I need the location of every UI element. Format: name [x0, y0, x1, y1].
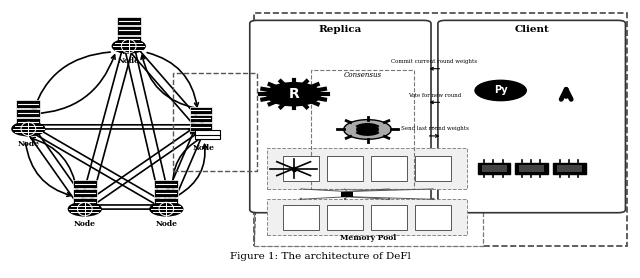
Text: Node: Node [118, 57, 140, 65]
Bar [415, 156, 451, 181]
Circle shape [268, 83, 320, 105]
Bar [73, 189, 97, 197]
Text: Commit current round weights: Commit current round weights [392, 59, 477, 64]
Bar [73, 180, 97, 188]
Bar [553, 163, 586, 174]
Circle shape [344, 120, 391, 139]
Text: Figure 1: The architecture of DeFl: Figure 1: The architecture of DeFl [230, 252, 410, 261]
Text: Consensus: Consensus [343, 71, 381, 79]
Bar [17, 118, 40, 126]
Text: Replica: Replica [319, 25, 362, 34]
Circle shape [12, 122, 45, 136]
Bar [557, 165, 582, 172]
Text: Node: Node [156, 220, 177, 228]
Text: Client: Client [515, 25, 549, 34]
Bar [154, 180, 179, 188]
Bar [481, 165, 507, 172]
Bar [371, 156, 407, 181]
Bar [73, 198, 97, 207]
Bar [116, 17, 141, 25]
Circle shape [150, 202, 182, 216]
Bar [17, 100, 40, 108]
Bar [327, 156, 363, 181]
FancyBboxPatch shape [438, 20, 625, 213]
Circle shape [474, 80, 527, 101]
Bar [267, 199, 467, 235]
Circle shape [113, 39, 145, 53]
Text: Send last round weights: Send last round weights [401, 126, 468, 131]
Text: R: R [288, 87, 299, 101]
Text: Node: Node [74, 220, 96, 228]
Bar [340, 192, 353, 197]
Bar [254, 13, 627, 246]
Bar [371, 205, 407, 230]
Bar [327, 205, 363, 230]
Bar [415, 205, 451, 230]
Bar [116, 26, 141, 34]
Bar [189, 115, 212, 122]
Text: Memory Pool: Memory Pool [340, 234, 397, 242]
Text: Node: Node [193, 145, 215, 152]
Bar [254, 127, 483, 246]
Bar [154, 189, 179, 197]
Bar [515, 163, 548, 174]
Bar [267, 148, 467, 189]
Text: Vote for new round: Vote for new round [408, 93, 461, 98]
Bar [477, 163, 510, 174]
Circle shape [268, 83, 320, 105]
Bar [283, 205, 319, 230]
Text: Node: Node [17, 140, 39, 148]
Circle shape [356, 125, 378, 134]
Text: Py: Py [494, 85, 508, 95]
Bar [189, 123, 212, 131]
Bar [154, 198, 179, 207]
FancyBboxPatch shape [250, 20, 431, 213]
Bar [17, 109, 40, 117]
Circle shape [68, 202, 101, 216]
Bar [189, 107, 212, 114]
Bar [173, 73, 257, 171]
Bar [519, 165, 544, 172]
Bar [116, 36, 141, 44]
Bar [195, 130, 220, 138]
Bar [310, 70, 414, 189]
Bar [283, 156, 319, 181]
